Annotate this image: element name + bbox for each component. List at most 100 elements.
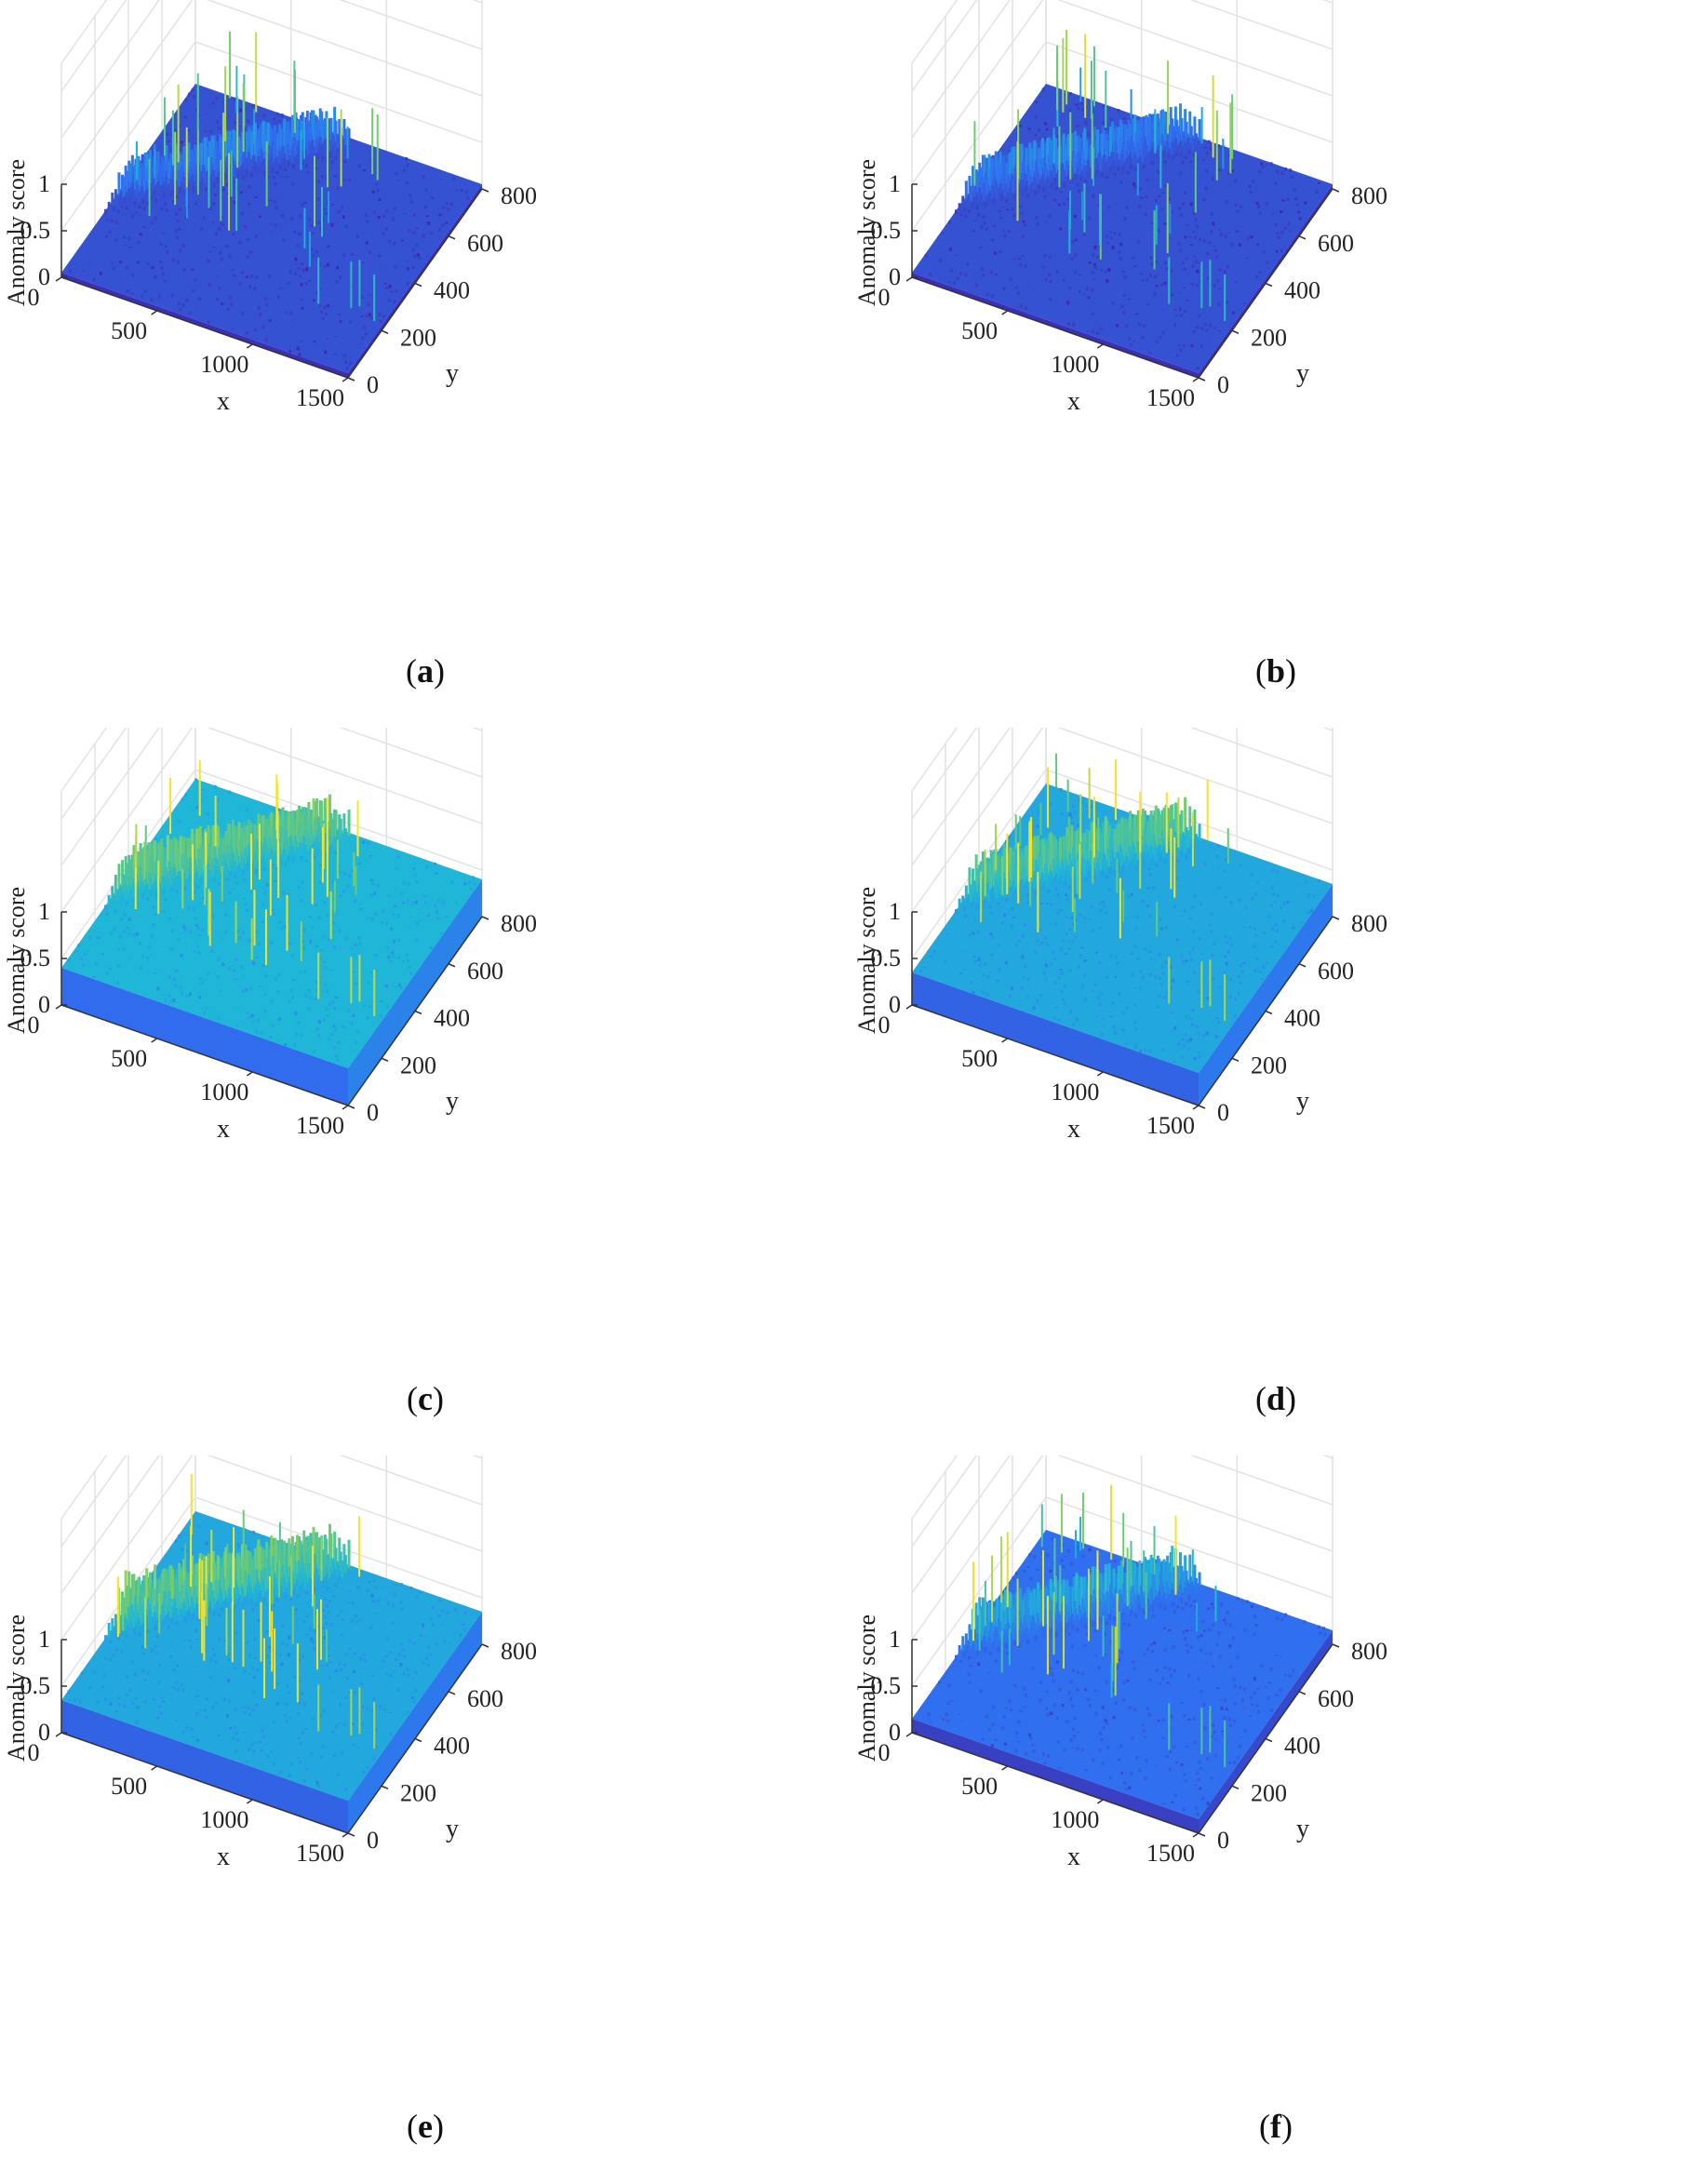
axes: 0 500 1000 1500 0 200 400 600 800 0 0.5 1 x y Anomaly … — [3, 159, 537, 416]
y-tick-label: 800 — [1351, 182, 1387, 209]
z-tick-label: 0.5 — [871, 945, 902, 971]
x-tick-label: 1000 — [200, 351, 248, 378]
y-axis-label: y — [446, 1815, 459, 1843]
surface-front — [61, 968, 348, 1105]
z-axis-label: Anomaly score — [853, 159, 880, 306]
y-tick — [1298, 235, 1307, 240]
surface — [912, 753, 1333, 1105]
grid-line — [60, 41, 483, 232]
caption-c: (c) — [407, 1380, 444, 1417]
y-tick — [1231, 329, 1240, 334]
y-tick — [414, 282, 422, 288]
x-axis — [60, 276, 349, 379]
x-axis-label: x — [1067, 1115, 1080, 1144]
x-tick-label: 500 — [111, 1773, 147, 1800]
grid-line — [911, 41, 1333, 232]
x-tick — [151, 1038, 158, 1043]
grid-line — [60, 1455, 483, 1548]
grid-line — [60, 0, 483, 185]
y-tick — [1198, 377, 1206, 382]
y-tick-label: 400 — [1284, 1005, 1320, 1032]
y-tick — [381, 1785, 389, 1789]
y-tick-label: 200 — [1251, 324, 1287, 351]
y-tick — [1198, 1105, 1206, 1109]
x-axis — [60, 1732, 349, 1834]
y-tick-label: 400 — [1284, 277, 1320, 304]
z-tick-label: 0 — [889, 263, 901, 290]
z-axis-label: Anomaly score — [3, 887, 30, 1034]
y-tick — [347, 377, 355, 382]
y-tick-label: 600 — [467, 1685, 503, 1712]
y-tick-label: 800 — [501, 1638, 537, 1665]
caption-label-a: a — [417, 652, 434, 690]
y-tick — [448, 1691, 456, 1695]
x-tick-label: 1000 — [200, 1806, 248, 1833]
surface-front — [61, 273, 348, 378]
x-axis-label: x — [217, 1842, 230, 1871]
z-tick-label: 0.5 — [871, 217, 902, 244]
x-tick-label: 1000 — [1051, 1079, 1099, 1105]
x-tick — [55, 1732, 62, 1737]
y-tick — [481, 1643, 489, 1648]
grid-line — [911, 0, 1333, 185]
panel-a: 0 500 1000 1500 0 200 400 600 800 0 0.5 1 x y Anomaly … — [0, 0, 851, 728]
x-tick-label: 0 — [878, 1012, 891, 1038]
grid-line — [911, 1455, 1333, 1641]
y-tick-label: 600 — [467, 958, 503, 985]
z-tick-label: 1 — [38, 170, 50, 197]
caption-label-e: e — [418, 2108, 433, 2145]
y-tick — [1332, 188, 1340, 193]
y-tick-label: 400 — [434, 1005, 470, 1032]
x-tick — [55, 1004, 62, 1010]
surface-side — [1199, 884, 1333, 1105]
x-tick-label: 500 — [111, 317, 147, 344]
panel-e: 0 500 1000 1500 0 200 400 600 800 0 0.5 1 x y Anomaly … — [0, 1455, 851, 2183]
y-tick — [414, 1010, 422, 1015]
x-axis — [60, 1004, 349, 1106]
grid-line — [911, 1455, 1333, 1548]
x-tick — [1096, 343, 1104, 349]
x-axis-label: x — [1067, 387, 1080, 416]
y-tick — [347, 1105, 355, 1109]
caption-label-d: d — [1266, 1380, 1286, 1417]
z-axis-label: Anomaly score — [853, 887, 880, 1034]
y-tick — [448, 235, 456, 240]
y-tick — [1265, 1010, 1273, 1015]
x-tick-label: 1500 — [296, 384, 344, 411]
x-tick — [1096, 1071, 1104, 1077]
x-tick — [1192, 1105, 1199, 1110]
axes: 0 500 1000 1500 0 200 400 600 800 0 0.5 1 x y Anomaly … — [853, 159, 1387, 416]
x-tick — [246, 1071, 253, 1077]
x-tick-label: 1000 — [200, 1079, 248, 1105]
x-tick-label: 1500 — [296, 1840, 344, 1867]
axes: 0 500 1000 1500 0 200 400 600 800 0 0.5 1 x y Anomaly … — [3, 887, 537, 1144]
x-tick-label: 1000 — [1051, 351, 1099, 378]
z-tick-label: 0.5 — [20, 945, 51, 971]
surface-plot-d: 0 500 1000 1500 0 200 400 600 800 0 0.5 1 x y Anomaly … — [853, 728, 1387, 1144]
y-tick-label: 0 — [367, 1099, 379, 1126]
grid-line — [911, 1455, 958, 1520]
y-tick — [1231, 1057, 1240, 1062]
y-tick-label: 600 — [1318, 230, 1354, 257]
grid-line — [60, 0, 108, 64]
surface-plot-b: 0 500 1000 1500 0 200 400 600 800 0 0.5 1 x y Anomaly … — [853, 0, 1387, 416]
z-tick-label: 0 — [38, 263, 50, 290]
y-axis-label: y — [446, 1087, 459, 1116]
grid-line — [911, 1496, 1333, 1687]
x-tick — [342, 1832, 349, 1838]
y-tick-label: 0 — [367, 1827, 379, 1854]
y-tick — [481, 188, 489, 193]
y-tick — [481, 916, 489, 920]
y-tick-label: 400 — [434, 1733, 470, 1760]
grid-line — [60, 1455, 483, 1641]
grid-line — [911, 728, 1333, 820]
y-tick — [381, 1057, 389, 1062]
x-tick-label: 1500 — [296, 1112, 344, 1139]
y-tick — [1265, 282, 1273, 288]
surface — [61, 1473, 482, 1833]
surface-side — [348, 879, 482, 1105]
panel-d: 0 500 1000 1500 0 200 400 600 800 0 0.5 1 x y Anomaly … — [851, 728, 1701, 1455]
y-tick — [381, 329, 389, 334]
surface-side — [348, 1612, 482, 1833]
